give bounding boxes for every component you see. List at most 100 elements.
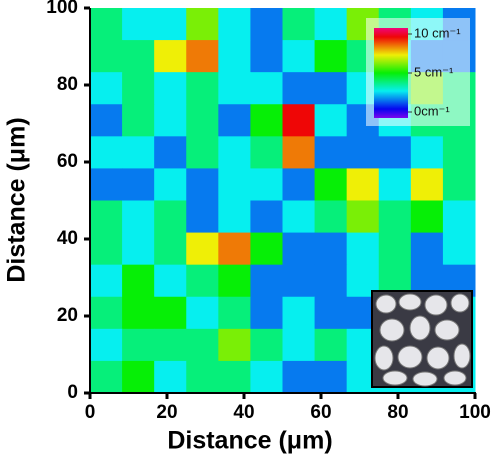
heatmap-cell — [282, 264, 316, 298]
heatmap-cell — [218, 168, 251, 201]
heatmap-cell — [122, 8, 155, 41]
heatmap-cell — [154, 8, 187, 41]
heatmap-cell — [282, 232, 316, 266]
heatmap-cell — [250, 328, 283, 362]
heatmap-cell — [154, 168, 187, 201]
heatmap-cell — [314, 40, 348, 73]
heatmap-cell — [442, 136, 476, 169]
x-tick-label: 60 — [310, 402, 331, 423]
heatmap-cell — [314, 296, 348, 330]
heatmap-cell — [250, 40, 283, 73]
y-tick-label: 80 — [57, 74, 78, 95]
heatmap-cell — [250, 200, 283, 234]
heatmap-cell — [378, 168, 412, 201]
heatmap-cell — [122, 328, 155, 362]
y-tick-label: 100 — [46, 0, 78, 18]
heatmap-cell — [282, 360, 316, 394]
colorbar-label: 5 cm⁻¹ — [414, 64, 454, 79]
heatmap-cell — [442, 168, 476, 201]
heatmap-cell — [378, 200, 412, 234]
heatmap-cell — [250, 232, 283, 266]
heatmap-cell — [378, 232, 412, 266]
heatmap — [90, 8, 476, 394]
heatmap-cell — [410, 168, 444, 201]
heatmap-cell — [282, 200, 316, 234]
heatmap-cell — [90, 72, 123, 105]
heatmap-cell — [442, 232, 476, 266]
heatmap-cell — [122, 168, 155, 201]
heatmap-cell — [410, 136, 444, 169]
colorbar-panel — [366, 18, 470, 126]
heatmap-cell — [282, 168, 316, 201]
y-tick-label: 40 — [57, 228, 78, 249]
heatmap-cell — [250, 168, 283, 201]
inset-grains — [374, 293, 471, 387]
heatmap-cell — [218, 8, 251, 41]
heatmap-cell — [154, 264, 187, 298]
heatmap-cell — [154, 232, 187, 266]
heatmap-cell — [90, 168, 123, 201]
heatmap-cell — [122, 200, 155, 234]
heatmap-cell — [186, 232, 219, 266]
heatmap-cell — [90, 360, 123, 394]
heatmap-cell — [314, 200, 348, 234]
x-tick-label: 100 — [459, 402, 491, 423]
heatmap-cell — [90, 296, 123, 330]
heatmap-cell — [218, 232, 251, 266]
heatmap-cell — [186, 104, 219, 137]
heatmap-cell — [314, 8, 348, 41]
heatmap-cell — [90, 8, 123, 41]
heatmap-cell — [122, 72, 155, 105]
heatmap-cell — [282, 328, 316, 362]
heatmap-cell — [282, 72, 316, 105]
heatmap-cell — [282, 8, 316, 41]
heatmap-cell — [346, 200, 380, 234]
heatmap-cell — [250, 360, 283, 394]
x-axis-title: Distance (μm) — [167, 427, 332, 455]
heatmap-cell — [186, 168, 219, 201]
heatmap-cell — [250, 136, 283, 169]
heatmap-cell — [314, 328, 348, 362]
heatmap-cell — [154, 200, 187, 234]
y-tick-label: 0 — [67, 382, 78, 403]
x-tick-label: 20 — [156, 402, 177, 423]
heatmap-cell — [218, 360, 251, 394]
heatmap-cell — [154, 296, 187, 330]
heatmap-cell — [218, 40, 251, 73]
heatmap-cell — [90, 104, 123, 137]
heatmap-cell — [410, 200, 444, 234]
heatmap-cell — [122, 264, 155, 298]
heatmap-cell — [442, 200, 476, 234]
heatmap-cell — [282, 104, 316, 137]
heatmap-cell — [90, 232, 123, 266]
heatmap-cell — [90, 136, 123, 169]
heatmap-cell — [154, 104, 187, 137]
heatmap-cell — [122, 360, 155, 394]
heatmap-cell — [90, 200, 123, 234]
heatmap-cell — [186, 200, 219, 234]
y-tick-label: 60 — [57, 151, 78, 172]
heatmap-cell — [186, 72, 219, 105]
y-axis-title: Distance (μm) — [3, 117, 31, 282]
heatmap-cell — [186, 40, 219, 73]
colorbar-label: 0cm⁻¹ — [414, 103, 450, 118]
x-tick-label: 80 — [387, 402, 408, 423]
colorbar-label: 10 cm⁻¹ — [414, 25, 461, 40]
heatmap-cell — [250, 72, 283, 105]
heatmap-cell — [186, 8, 219, 41]
heatmap-cell — [346, 232, 380, 266]
heatmap-cell — [282, 40, 316, 73]
heatmap-cell — [314, 104, 348, 137]
heatmap-cell — [218, 200, 251, 234]
heatmap-cell — [314, 136, 348, 169]
micrograph-inset — [371, 290, 473, 388]
heatmap-cell — [218, 104, 251, 137]
heatmap-cell — [186, 296, 219, 330]
heatmap-cell — [154, 72, 187, 105]
heatmap-cell — [282, 136, 316, 169]
heatmap-cell — [154, 360, 187, 394]
heatmap-cell — [314, 360, 348, 394]
heatmap-cell — [90, 264, 123, 298]
heatmap-cell — [346, 168, 380, 201]
heatmap-cell — [314, 232, 348, 266]
